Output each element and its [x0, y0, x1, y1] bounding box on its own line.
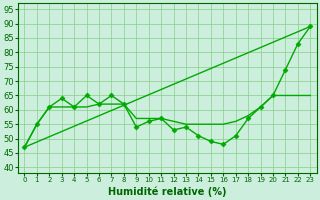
X-axis label: Humidité relative (%): Humidité relative (%) — [108, 186, 227, 197]
